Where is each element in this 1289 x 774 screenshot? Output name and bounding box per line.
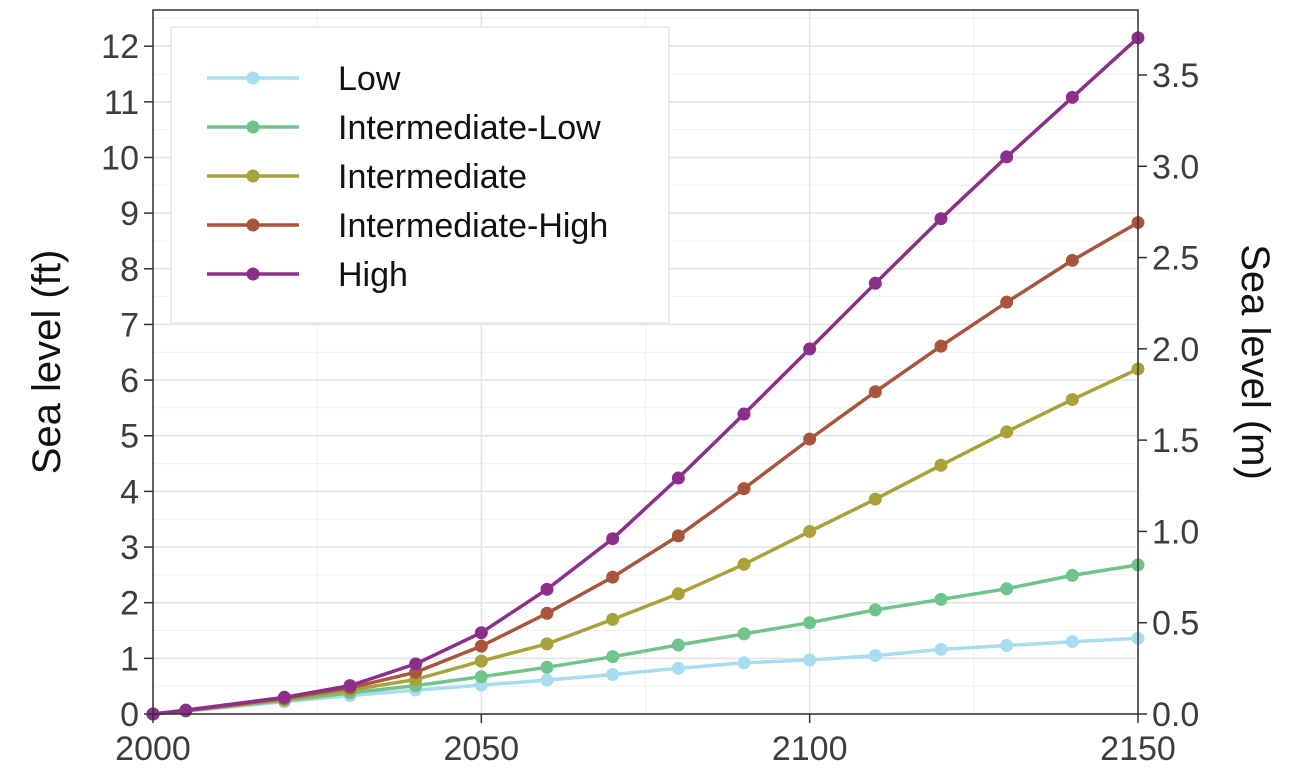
y-tick-label: 11 — [104, 84, 139, 122]
y2-tick-label: 1.0 — [1152, 513, 1199, 551]
data-point-intermediate — [1000, 425, 1014, 439]
data-point-intermediate-low — [671, 638, 685, 652]
data-point-intermediate-low — [1000, 582, 1014, 596]
y-tick-label: 3 — [120, 529, 139, 567]
data-point-low — [1065, 635, 1079, 649]
y2-tick-label: 0.5 — [1152, 605, 1199, 643]
data-point-intermediate-high — [737, 482, 751, 496]
y2-tick-label: 2.5 — [1152, 240, 1199, 278]
y-tick-label: 0 — [120, 696, 139, 734]
data-point-low — [803, 653, 817, 667]
data-point-intermediate-high — [803, 432, 817, 446]
y-tick-label: 5 — [120, 418, 139, 456]
y-tick-label: 9 — [120, 195, 139, 233]
data-point-intermediate-low — [1065, 568, 1079, 582]
data-point-low — [934, 642, 948, 656]
data-point-high — [803, 342, 817, 356]
y-tick-label: 8 — [120, 251, 139, 289]
y-tick-label: 4 — [120, 473, 139, 511]
data-point-intermediate — [803, 524, 817, 538]
data-point-intermediate-low — [540, 660, 554, 674]
data-point-low — [868, 649, 882, 663]
y2-tick-label: 3.5 — [1152, 57, 1199, 95]
legend-swatch-dot-intermediate-high — [246, 218, 260, 232]
x-tick-label: 2000 — [115, 730, 191, 768]
data-point-intermediate-high — [474, 639, 488, 653]
series-line-intermediate-low — [152, 563, 1139, 716]
data-point-intermediate-high — [868, 385, 882, 399]
data-point-intermediate-low — [606, 650, 620, 664]
x-tick-label: 2100 — [772, 730, 848, 768]
data-point-low — [540, 673, 554, 687]
x-tick-label: 2050 — [444, 730, 520, 768]
legend-swatch-dot-low — [246, 71, 260, 85]
series-line-high — [152, 36, 1140, 716]
data-point-intermediate — [540, 637, 554, 651]
data-point-high — [737, 407, 751, 421]
axes: 2000 2050 2100 215001234567891011120.00.51.… — [101, 28, 1199, 768]
y-tick-label: 7 — [120, 306, 139, 344]
legend-label-intermediate-high: Intermediate-High — [338, 207, 608, 245]
y2-tick-label: 2.0 — [1152, 331, 1199, 369]
data-point-high — [277, 690, 291, 704]
y-tick-label: 12 — [101, 28, 139, 66]
data-point-intermediate — [737, 557, 751, 571]
data-point-intermediate-high — [934, 339, 948, 353]
x-tick-label: 2150 — [1100, 730, 1176, 768]
data-point-high — [474, 626, 488, 640]
legend-swatch-dot-intermediate-low — [246, 120, 260, 134]
y-tick-label: 1 — [120, 640, 139, 678]
data-point-high — [540, 582, 554, 596]
y2-tick-label: 1.5 — [1152, 422, 1199, 460]
data-point-low — [671, 661, 685, 675]
legend-swatch-dot-high — [246, 267, 260, 281]
data-point-low — [1000, 639, 1014, 653]
data-point-high — [934, 212, 948, 226]
data-point-intermediate-low — [934, 592, 948, 606]
data-point-intermediate — [606, 612, 620, 626]
legend-label-low: Low — [338, 60, 401, 98]
data-point-intermediate — [868, 492, 882, 506]
y2-tick-label: 3.0 — [1152, 148, 1199, 186]
y-axis-title: Sea level (ft) — [25, 250, 69, 475]
y-tick-label: 2 — [120, 585, 139, 623]
data-point-low — [606, 667, 620, 681]
data-point-intermediate — [934, 458, 948, 472]
legend-label-intermediate-low: Intermediate-Low — [338, 109, 601, 147]
data-point-intermediate — [1065, 393, 1079, 407]
data-point-intermediate-low — [737, 627, 751, 641]
legend-label-intermediate: Intermediate — [338, 158, 527, 196]
data-point-intermediate-low — [474, 670, 488, 684]
legend-swatch-dot-intermediate — [246, 169, 260, 183]
y-tick-label: 6 — [120, 362, 139, 400]
data-point-high — [606, 532, 620, 546]
legend-label-high: High — [338, 256, 408, 294]
data-point-intermediate-high — [671, 529, 685, 543]
data-point-high — [1065, 90, 1079, 104]
data-point-intermediate-high — [1000, 295, 1014, 309]
data-point-low — [737, 656, 751, 670]
data-point-intermediate-high — [540, 606, 554, 620]
data-point-intermediate-high — [606, 570, 620, 584]
y2-tick-label: 0.0 — [1152, 696, 1199, 734]
data-point-high — [409, 657, 423, 671]
y-tick-label: 10 — [101, 139, 139, 177]
data-point-high — [343, 679, 357, 693]
series-line-low — [152, 636, 1139, 716]
data-point-high — [1000, 150, 1014, 164]
data-point-intermediate-low — [868, 603, 882, 617]
data-point-intermediate-low — [803, 616, 817, 630]
legend: Low Intermediate-Low Intermediate Intermedi… — [170, 26, 670, 324]
data-point-intermediate — [474, 654, 488, 668]
data-point-high — [868, 276, 882, 290]
y2-axis-title: Sea level (m) — [1233, 244, 1277, 480]
data-point-intermediate-high — [1065, 253, 1079, 267]
data-point-high — [671, 471, 685, 485]
data-point-intermediate — [671, 587, 685, 601]
plot-frame — [152, 9, 1139, 715]
